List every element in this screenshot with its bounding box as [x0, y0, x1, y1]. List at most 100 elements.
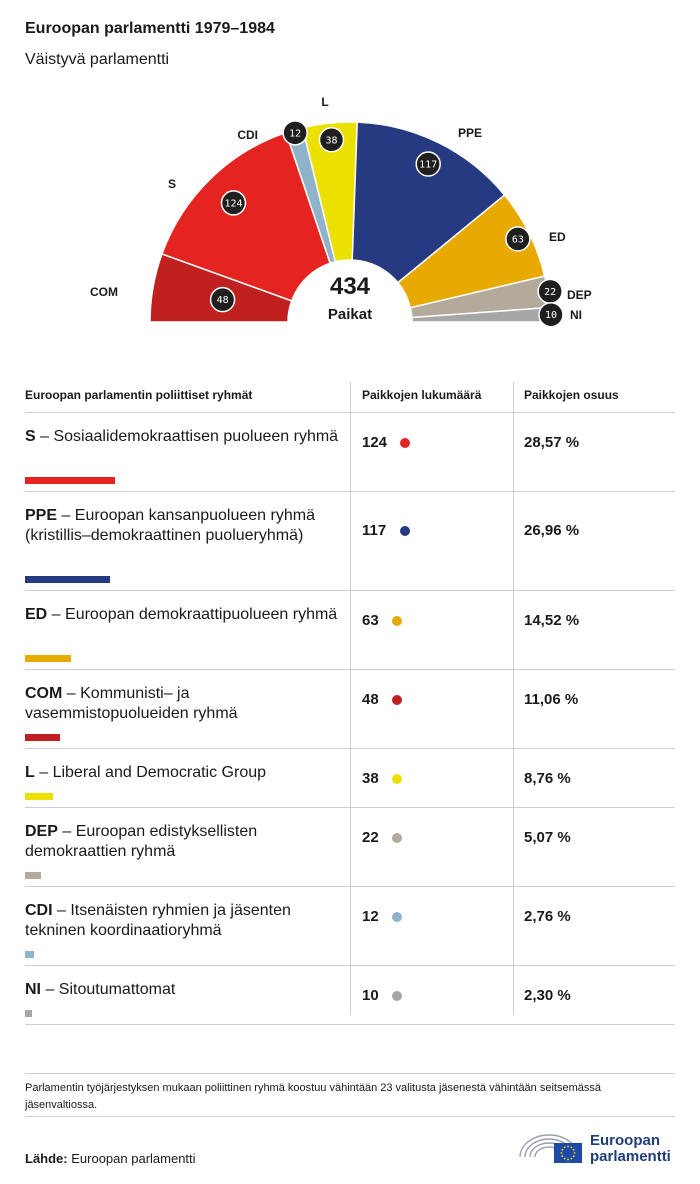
group-label-ni: NI — [570, 308, 582, 322]
group-share-bar — [25, 793, 53, 800]
group-abbr: L — [25, 764, 35, 781]
source-value: Euroopan parlamentti — [67, 1151, 196, 1166]
group-share-bar — [25, 655, 71, 662]
seat-badge-circle — [505, 226, 531, 252]
seat-badge-ed: 63 — [505, 226, 531, 252]
group-name: L – Liberal and Democratic Group — [25, 763, 345, 783]
seat-badge-dep: 22 — [537, 278, 563, 305]
seat-share: 8,76 % — [524, 770, 571, 787]
seat-share: 2,76 % — [524, 908, 571, 925]
group-color-dot — [392, 991, 402, 1001]
group-description: – Sosiaalidemokraattisen puolueen ryhmä — [35, 428, 339, 445]
table-row: PPE – Euroopan kansanpuolueen ryhmä (kri… — [25, 492, 675, 591]
seat-count: 117 — [362, 522, 387, 539]
column-divider — [513, 382, 514, 1015]
column-divider — [350, 382, 351, 1015]
group-color-dot — [400, 526, 410, 536]
hemicycle-chart: 48 COM 124 S 12 CDI 38 L 117 PPE 63 ED 22 DEP 10 NI 434 P… — [90, 95, 592, 328]
ep-logo-icon — [519, 1134, 582, 1163]
seat-badge-value: 63 — [512, 234, 524, 245]
ep-logo: Euroopan parlamentti — [518, 1127, 678, 1167]
group-label-l: L — [321, 95, 328, 109]
seat-count: 48 — [362, 691, 379, 708]
seat-badge-com: 48 — [209, 286, 236, 313]
seat-badge-circle — [415, 151, 441, 177]
group-name: S – Sosiaalidemokraattisen puolueen ryhm… — [25, 427, 345, 447]
seat-badge-value: 38 — [325, 135, 337, 146]
seat-share: 11,06 % — [524, 691, 579, 708]
group-abbr: NI — [25, 981, 41, 998]
seat-badge-circle — [538, 301, 564, 328]
group-name: COM – Kommunisti– ja vasemmistopuolueide… — [25, 684, 345, 724]
group-abbr: CDI — [25, 902, 53, 919]
group-share-bar — [25, 1010, 32, 1017]
seat-badge-cdi: 12 — [282, 120, 308, 146]
total-seats-label: Paikat — [328, 306, 372, 323]
seat-count: 22 — [362, 829, 379, 846]
group-description: – Liberal and Democratic Group — [34, 764, 267, 781]
group-label-dep: DEP — [567, 288, 592, 302]
group-description: – Euroopan kansanpuolueen ryhmä (kristil… — [25, 507, 315, 544]
seat-badge-circle — [282, 120, 308, 146]
group-share-bar — [25, 477, 115, 484]
seat-count: 10 — [362, 987, 379, 1004]
seat-count: 63 — [362, 612, 379, 629]
footnote: Parlamentin työjärjestyksen mukaan polii… — [25, 1082, 601, 1111]
divider — [25, 1073, 675, 1074]
seat-badge-value: 12 — [289, 128, 301, 139]
seat-badge-value: 124 — [224, 198, 242, 209]
group-name: PPE – Euroopan kansanpuolueen ryhmä (kri… — [25, 506, 345, 546]
header-seat-share: Paikkojen osuus — [524, 388, 619, 402]
group-share-bar — [25, 734, 60, 741]
group-description: – Kommunisti– ja vasemmistopuolueiden ry… — [25, 685, 238, 722]
group-label-s: S — [168, 177, 176, 191]
group-name: CDI – Itsenäisten ryhmien ja jäsenten te… — [25, 901, 345, 941]
seat-badge-circle — [209, 286, 236, 313]
group-color-dot — [392, 912, 402, 922]
groups-table: Euroopan parlamentin poliittiset ryhmät … — [25, 382, 675, 1025]
seat-badge-circle — [318, 127, 345, 153]
group-label-ed: ED — [549, 230, 566, 244]
group-name: DEP – Euroopan edistyksellisten demokraa… — [25, 822, 345, 862]
seat-badge-value: 22 — [544, 287, 556, 298]
seat-badge-value: 10 — [545, 310, 557, 321]
source-label: Lähde: — [25, 1151, 68, 1166]
group-description: – Euroopan edistyksellisten demokraattie… — [25, 823, 258, 860]
table-body: S – Sosiaalidemokraattisen puolueen ryhm… — [25, 413, 675, 1025]
table-row: NI – Sitoutumattomat 10 2,30 % — [25, 966, 675, 1025]
group-label-ppe: PPE — [458, 126, 482, 140]
group-abbr: DEP — [25, 823, 58, 840]
chart-subtitle: Väistyvä parlamentti — [25, 51, 170, 68]
seat-share: 28,57 % — [524, 434, 580, 451]
seat-count: 124 — [362, 434, 388, 451]
seat-badge-ni: 10 — [538, 301, 564, 328]
chart-title: Euroopan parlamentti 1979–1984 — [25, 20, 275, 37]
seat-count: 38 — [362, 770, 379, 787]
seat-badge-value: 48 — [217, 295, 229, 306]
group-share-bar — [25, 872, 41, 879]
group-share-bar — [25, 951, 34, 958]
group-description: – Euroopan demokraattipuolueen ryhmä — [47, 606, 338, 623]
seat-badge-s: 124 — [220, 190, 247, 216]
group-abbr: ED — [25, 606, 48, 623]
seat-badge-l: 38 — [318, 127, 345, 153]
group-label-cdi: CDI — [237, 128, 258, 142]
seat-share: 2,30 % — [524, 987, 571, 1004]
seat-badge-ppe: 117 — [415, 151, 441, 177]
seat-share: 26,96 % — [524, 522, 580, 539]
group-label-com: COM — [90, 285, 118, 299]
hemicycle-segment-s — [160, 131, 332, 302]
divider — [25, 1116, 675, 1117]
hemicycle-segment-ppe — [351, 121, 506, 284]
source-line: Lähde: Euroopan parlamentti — [25, 1151, 196, 1166]
group-color-dot — [392, 833, 402, 843]
seat-count: 12 — [362, 908, 379, 925]
group-abbr: COM — [25, 685, 63, 702]
group-name: NI – Sitoutumattomat — [25, 980, 345, 1000]
group-abbr: S — [25, 428, 36, 445]
group-color-dot — [400, 438, 410, 448]
group-description: – Sitoutumattomat — [41, 981, 176, 998]
seat-share: 14,52 % — [524, 612, 580, 629]
header-seat-count: Paikkojen lukumäärä — [362, 388, 482, 402]
logo-line-2: parlamentti — [590, 1148, 671, 1165]
